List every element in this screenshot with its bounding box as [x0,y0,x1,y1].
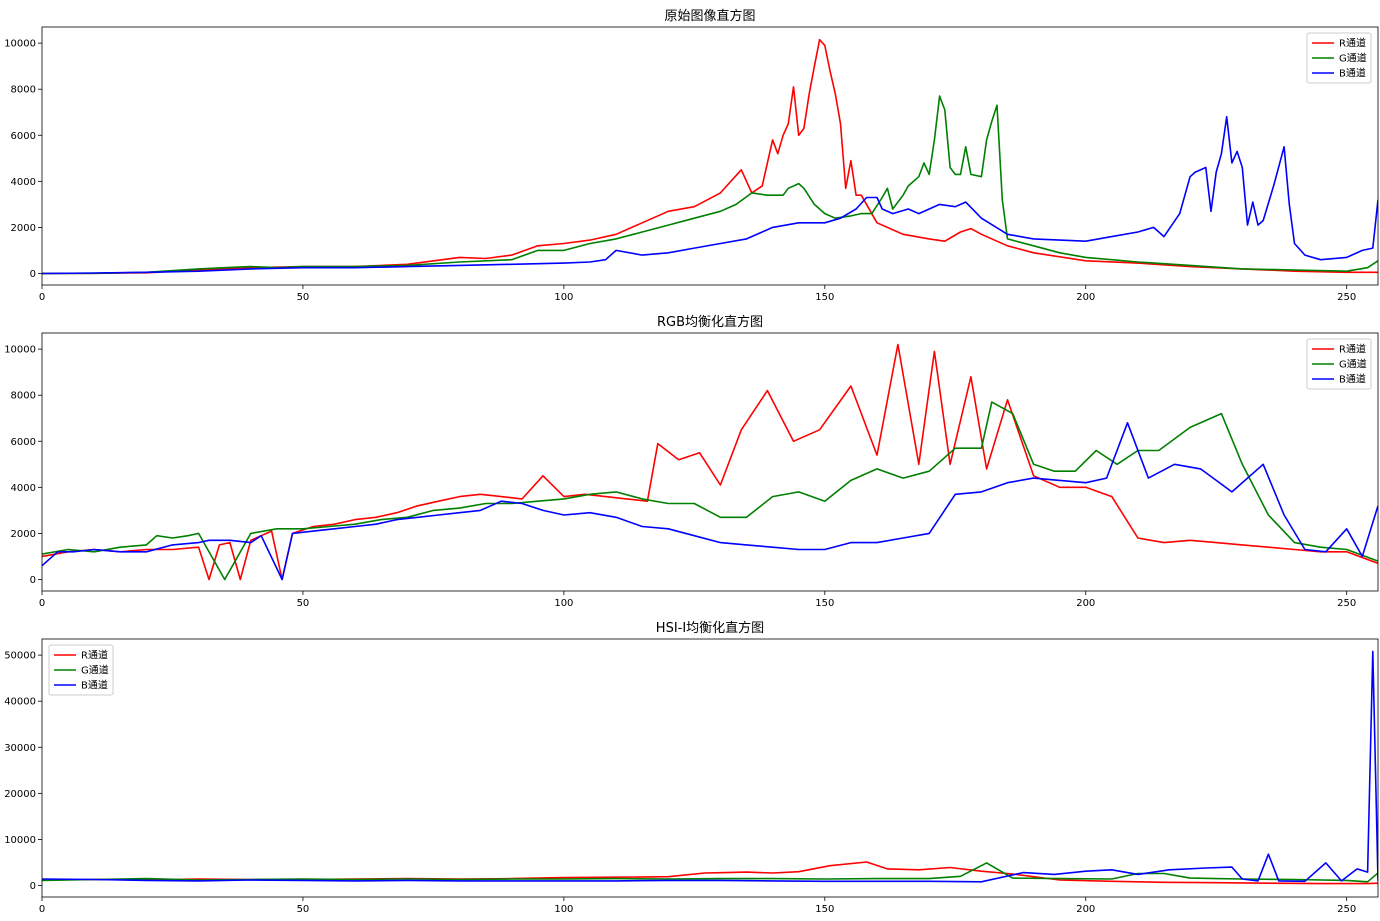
y-tick-label: 6000 [11,131,36,142]
y-tick-label: 40000 [4,697,36,708]
y-tick-label: 2000 [11,223,36,234]
legend-box [1306,338,1372,390]
x-tick-label: 250 [1337,904,1356,915]
y-tick-label: 20000 [4,789,36,800]
legend-label: G通道 [81,664,109,677]
y-tick-label: 0 [30,575,36,586]
chart-title: 原始图像直方图 [664,8,755,24]
axes-frame [41,26,1379,286]
legend: R通道 G通道 B通道 [48,644,114,696]
y-tick-label: 4000 [11,483,36,494]
legend-label: B通道 [1339,373,1366,386]
x-tick-label: 200 [1076,292,1095,303]
series-line-g [42,401,1378,581]
y-tick-label: 8000 [11,85,36,96]
chart-panel-2: RGB均衡化直方图 0 50 100 150 200 250 0 2000 4000 6000 800… [4,314,1379,609]
chart-panel-3: HSI-I均衡化直方图 0 50 100 150 200 250 0 10000 20000 300… [4,620,1379,915]
y-tick-label: 30000 [4,743,36,754]
x-tick-label: 0 [39,292,45,303]
legend-box [1306,32,1372,84]
plot-area [42,650,1378,885]
x-tick-label: 50 [297,598,310,609]
legend-label: R通道 [1339,37,1366,50]
x-tick-label: 150 [815,904,834,915]
y-tick-label: 10000 [4,345,36,356]
series-line-r [42,38,1378,275]
y-tick-label: 50000 [4,651,36,662]
chart-title: RGB均衡化直方图 [657,314,763,330]
x-tick-label: 150 [815,598,834,609]
chart-panel-1: 原始图像直方图 0 50 100 150 200 250 0 2000 4000 6000 8000 1… [4,8,1379,303]
y-tick-label: 10000 [4,39,36,50]
series-line-b [42,650,1378,883]
legend-label: B通道 [81,679,108,692]
x-tick-label: 0 [39,598,45,609]
y-tick-label: 8000 [11,391,36,402]
legend-box [48,644,114,696]
legend: R通道 G通道 B通道 [1306,32,1372,84]
x-tick-label: 150 [815,292,834,303]
x-tick-label: 0 [39,904,45,915]
x-tick-label: 250 [1337,292,1356,303]
y-tick-label: 0 [30,881,36,892]
y-tick-label: 6000 [11,437,36,448]
series-line-b [42,422,1378,581]
x-tick-label: 100 [554,598,573,609]
legend-label: R通道 [81,649,108,662]
series-line-g [42,862,1378,883]
legend: R通道 G通道 B通道 [1306,338,1372,390]
plot-area [42,38,1378,275]
x-tick-label: 200 [1076,598,1095,609]
y-tick-label: 10000 [4,835,36,846]
axes-frame [41,638,1379,898]
x-tick-label: 100 [554,292,573,303]
x-tick-label: 50 [297,292,310,303]
legend-label: G通道 [1339,52,1367,65]
series-line-b [42,116,1378,275]
y-tick-label: 2000 [11,529,36,540]
chart-title: HSI-I均衡化直方图 [656,620,764,636]
series-line-r [42,343,1378,581]
x-tick-label: 250 [1337,598,1356,609]
y-tick-label: 4000 [11,177,36,188]
axes-frame [41,332,1379,592]
series-line-g [42,95,1378,275]
legend-label: G通道 [1339,358,1367,371]
x-tick-label: 100 [554,904,573,915]
y-tick-label: 0 [30,269,36,280]
legend-label: B通道 [1339,67,1366,80]
x-tick-label: 200 [1076,904,1095,915]
x-tick-label: 50 [297,904,310,915]
legend-label: R通道 [1339,343,1366,356]
plot-area [42,343,1378,581]
